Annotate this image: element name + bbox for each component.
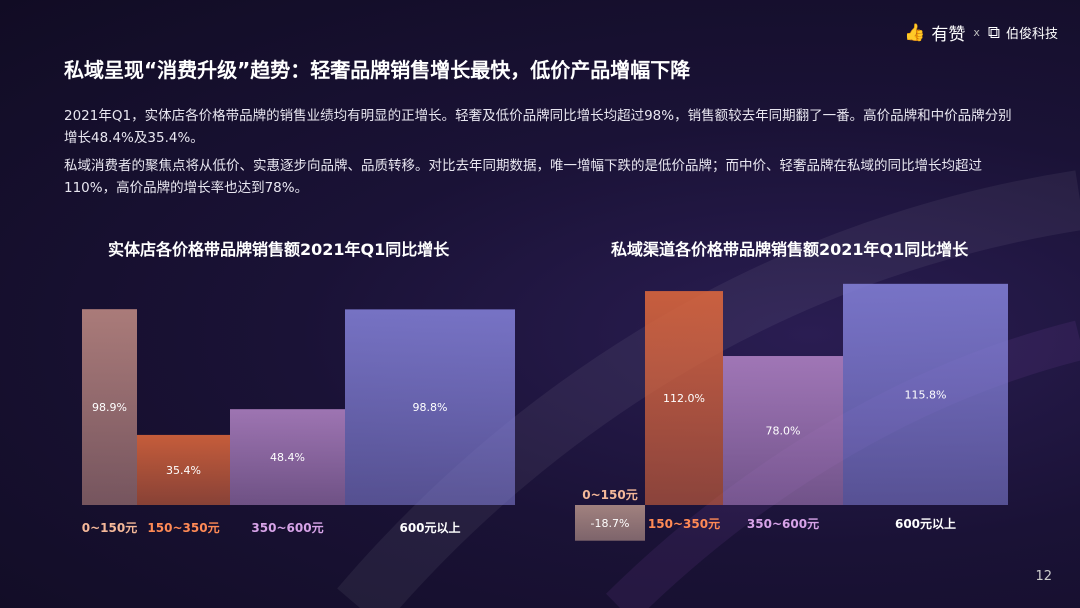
- brand-name-youzan: 有赞: [931, 25, 966, 45]
- data-label-private-3: 78.0%: [766, 425, 801, 438]
- data-label-offline-3: 48.4%: [270, 451, 305, 464]
- page-number: 12: [1035, 569, 1052, 584]
- data-label-offline-1: 98.9%: [92, 401, 127, 414]
- bar-private-1: [575, 505, 645, 541]
- data-label-private-2: 112.0%: [663, 392, 705, 405]
- thumbs-up-icon: 👍: [904, 22, 926, 43]
- page-title: 私域呈现“消费升级”趋势：轻奢品牌销售增长最快，低价产品增幅下降: [64, 58, 691, 82]
- bar-offline-1: [82, 309, 137, 505]
- data-label-offline-2: 35.4%: [166, 464, 201, 477]
- category-label-offline-4: 600元以上: [399, 520, 460, 535]
- bar-offline-3: [230, 409, 345, 505]
- paragraph-1: 2021年Q1，实体店各价格带品牌的销售业绩均有明显的正增长。轻奢及低价品牌同比…: [64, 108, 1012, 146]
- data-label-offline-4: 98.8%: [413, 401, 448, 414]
- category-label-private-3: 350~600元: [747, 517, 819, 531]
- brand-separator: x: [973, 26, 980, 39]
- bojun-logo-icon: ⧉: [987, 22, 1000, 43]
- chart-title-offline: 实体店各价格带品牌销售额2021年Q1同比增长: [108, 240, 450, 259]
- bar-offline-4: [345, 309, 515, 505]
- category-label-private-2: 150~350元: [648, 517, 720, 531]
- paragraph-2: 私域消费者的聚焦点将从低价、实惠逐步向品牌、品质转移。对比去年同期数据，唯一增幅…: [64, 158, 982, 196]
- data-label-private-1: -18.7%: [591, 517, 630, 530]
- category-label-private-1: 0~150元: [582, 488, 637, 502]
- bar-offline-2: [137, 434, 230, 505]
- bar-private-4: [843, 283, 1008, 505]
- chart-title-private: 私域渠道各价格带品牌销售额2021年Q1同比增长: [611, 240, 969, 259]
- category-label-offline-3: 350~600元: [251, 521, 323, 535]
- brand-logo: 👍 有赞 x ⧉ 伯俊科技: [904, 20, 1058, 46]
- bar-private-3: [723, 356, 843, 505]
- data-label-private-4: 115.8%: [905, 388, 947, 401]
- brand-name-bojun: 伯俊科技: [1005, 27, 1058, 42]
- bar-private-2: [645, 291, 723, 505]
- category-label-private-4: 600元以上: [895, 516, 956, 531]
- category-label-offline-1: 0~150元: [82, 521, 137, 535]
- category-label-offline-2: 150~350元: [147, 521, 219, 535]
